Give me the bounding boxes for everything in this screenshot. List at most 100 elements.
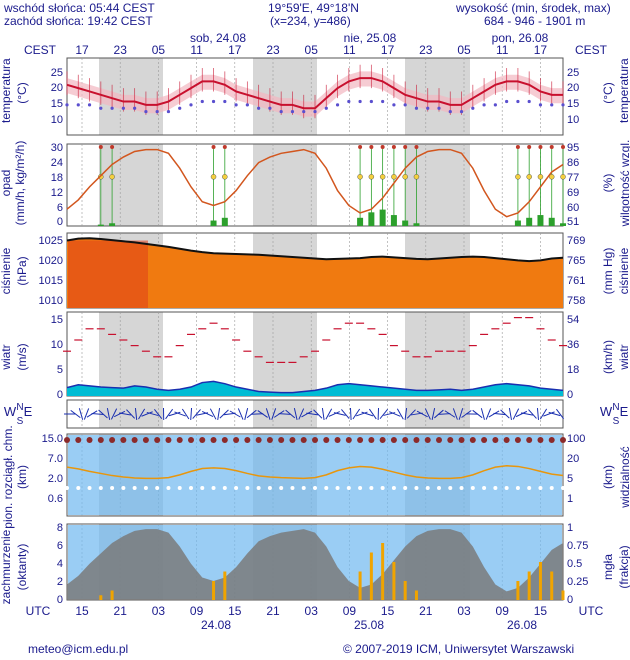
wind-right-unit: (km/h) xyxy=(601,340,615,374)
bottom-hour-tick: 03 xyxy=(305,604,319,618)
wind-arrow xyxy=(416,410,428,418)
dewpoint-dot xyxy=(538,103,543,107)
wind-arrow xyxy=(548,411,561,417)
precip-type-dot xyxy=(537,174,544,180)
top-hour-tick: 05 xyxy=(457,43,471,57)
precip-type-dot xyxy=(210,174,217,180)
cloud-top-dot xyxy=(436,437,442,443)
wind-arrow xyxy=(328,411,340,417)
bottom-hour-tick: 09 xyxy=(496,604,510,618)
tz-left-top: CEST xyxy=(24,43,57,57)
dewpoint-dot xyxy=(178,106,182,110)
wind-arrow xyxy=(271,408,277,420)
precip-label: opad xyxy=(0,169,13,197)
visibility-dot xyxy=(76,486,81,490)
tick-label-pressure: 1025 xyxy=(39,235,63,247)
cloud-top-dot xyxy=(424,437,431,443)
tick-label-visibility: 1 xyxy=(567,493,573,505)
dewpoint-dot xyxy=(414,106,419,110)
dewpoint-dot xyxy=(437,106,441,110)
wind-arrow xyxy=(536,407,539,421)
visibility-dot xyxy=(87,486,92,490)
wind-arrow xyxy=(528,409,537,419)
cloud-top-dot xyxy=(142,437,149,443)
humidity-label: wilgotność wzgl. xyxy=(618,139,630,227)
copyright-text: © 2007-2019 ICM, Uniwersytet Warszawski xyxy=(343,642,575,656)
wind-arrow xyxy=(229,410,241,418)
wind-arrow xyxy=(485,408,492,420)
cloud-top-dot xyxy=(323,437,330,443)
dewpoint-dot xyxy=(268,106,272,110)
bottom-hour-tick: 15 xyxy=(228,604,242,618)
compass-n-right: N xyxy=(612,402,619,413)
bottom-hour-tick: 21 xyxy=(419,604,433,618)
tick-label-visibility: 2.0 xyxy=(48,473,63,485)
cloud-top-dot xyxy=(221,437,228,443)
visibility-dot xyxy=(143,486,148,490)
top-day-label: pon, 26.08 xyxy=(492,31,549,45)
cloud-top-dot xyxy=(64,437,70,443)
coords-text: 19°59'E, 49°18'N xyxy=(268,1,359,15)
precip-prob-dot xyxy=(549,145,554,149)
wind-arrow xyxy=(438,413,451,415)
top-hour-tick: 11 xyxy=(343,43,356,57)
dewpoint-dot xyxy=(110,106,114,110)
tz-left-bottom: UTC xyxy=(26,604,51,618)
wind-arrow xyxy=(306,412,319,416)
wind-arrow xyxy=(285,409,296,419)
night-band xyxy=(253,312,317,396)
temp-line xyxy=(66,77,563,110)
wind-arrow xyxy=(508,408,512,420)
wind-arrow xyxy=(458,408,464,420)
visibility-dot xyxy=(504,486,509,490)
tick-label-pressure: 758 xyxy=(567,295,585,307)
fog-bar xyxy=(516,581,520,600)
cloud-top-dot xyxy=(402,437,409,443)
precip-prob-dot xyxy=(527,145,532,149)
visibility-dot xyxy=(358,486,363,490)
cloud-top-dot xyxy=(503,437,510,443)
wind-arrow xyxy=(168,411,181,417)
dewpoint-dot xyxy=(302,109,306,114)
fog-bar xyxy=(381,543,385,600)
wind-arrow xyxy=(349,407,352,421)
visibility-dot xyxy=(425,486,430,490)
bottom-hour-tick: 03 xyxy=(457,604,471,618)
precip-prob-dot xyxy=(380,145,385,149)
dewpoint-dot xyxy=(358,99,362,104)
top-hour-tick: 05 xyxy=(305,43,319,57)
cloud-top-dot xyxy=(131,437,138,443)
tick-label-visibility: 7.0 xyxy=(48,453,63,465)
cloud-top-dot xyxy=(379,437,386,443)
dewpoint-dot xyxy=(245,103,249,107)
pressure-unit: (hPa) xyxy=(15,256,29,286)
cloud-top-dot xyxy=(300,437,307,443)
cloud-top-dot xyxy=(537,437,544,443)
compass-e-right: E xyxy=(620,404,629,419)
visibility-dot xyxy=(110,486,115,490)
wind-arrow xyxy=(98,409,108,419)
top-hour-tick: 17 xyxy=(75,43,89,57)
tick-label-precip: 6 xyxy=(57,202,63,214)
visibility-dot xyxy=(549,486,554,490)
tick-label-pressure: 1015 xyxy=(39,275,63,287)
visibility-dot xyxy=(267,486,272,490)
wind-arrow xyxy=(404,407,408,421)
fog-bar xyxy=(403,581,407,600)
contact-email[interactable]: meteo@icm.edu.pl xyxy=(28,642,129,656)
wind-arrow xyxy=(119,412,132,416)
wind-arrow xyxy=(154,408,163,420)
fog-bar xyxy=(538,562,542,600)
wind-arrow xyxy=(265,408,271,420)
top-hour-tick: 17 xyxy=(381,43,395,57)
dewpoint-dot xyxy=(211,99,216,104)
night-band xyxy=(99,144,163,226)
vis-right-label: widzialność xyxy=(618,446,630,508)
precip-prob-dot xyxy=(538,145,543,149)
cloud-top-dot xyxy=(447,437,454,443)
wind-arrow xyxy=(352,408,361,420)
wind-arrow xyxy=(379,409,388,419)
visibility-dot xyxy=(313,486,317,490)
tick-label-temperature: 15 xyxy=(51,98,63,110)
wind-arrow xyxy=(321,407,325,421)
